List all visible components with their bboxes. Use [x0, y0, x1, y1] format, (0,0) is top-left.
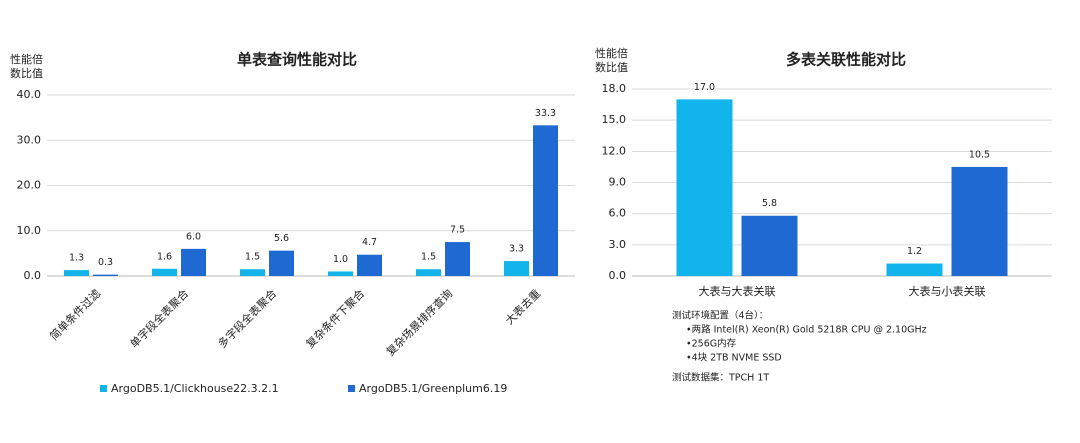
x-tick-label: 复杂条件下聚合 [303, 286, 367, 350]
legend-swatch [100, 385, 107, 392]
bar [240, 269, 265, 276]
x-tick-label: 大表与小表关联 [909, 284, 986, 298]
value-label: 17.0 [694, 82, 715, 93]
bar [93, 274, 118, 276]
bar [269, 250, 294, 276]
value-label: 1.6 [157, 251, 172, 262]
bar [741, 215, 798, 276]
value-label: 5.8 [762, 198, 777, 209]
x-tick-label: 简单条件过滤 [47, 286, 104, 343]
x-tick-label: 多字段全表聚合 [215, 286, 279, 350]
y-axis-label: 数比值 [595, 61, 628, 74]
note: •4块 2TB NVME SSD [686, 352, 782, 364]
legend-label: ArgoDB5.1/Clickhouse22.3.2.1 [111, 382, 279, 395]
y-axis-label: 性能倍 [10, 52, 43, 66]
value-label: 5.6 [274, 233, 289, 244]
y-tick-label: 0.0 [609, 269, 627, 282]
x-tick-label: 单字段全表聚合 [127, 286, 191, 350]
value-label: 1.5 [245, 252, 260, 263]
y-tick-label: 9.0 [609, 176, 627, 189]
value-label: 0.3 [98, 257, 113, 268]
value-label: 1.3 [69, 253, 84, 264]
legend-swatch [348, 385, 355, 392]
bar [152, 268, 177, 276]
value-label: 3.3 [509, 244, 524, 255]
value-label: 1.5 [421, 252, 436, 263]
y-axis-label: 性能倍 [595, 46, 628, 60]
y-tick-label: 0.0 [24, 269, 42, 282]
bar [676, 99, 733, 276]
x-tick-label: 复杂场景排序查询 [383, 286, 455, 358]
bar [64, 270, 89, 276]
bar [886, 263, 943, 276]
value-label: 33.3 [535, 108, 556, 119]
y-tick-label: 20.0 [17, 179, 42, 192]
chart-title: 多表关联性能对比 [786, 51, 906, 69]
value-label: 6.0 [186, 231, 201, 242]
bar [951, 166, 1008, 276]
value-label: 7.5 [450, 225, 465, 236]
bar [533, 125, 558, 276]
bar [181, 248, 206, 276]
y-axis-label: 数比值 [10, 67, 43, 80]
y-tick-label: 40.0 [17, 88, 42, 101]
note: •256G内存 [686, 338, 737, 350]
x-tick-label: 大表与大表关联 [699, 284, 776, 298]
y-tick-label: 18.0 [602, 82, 627, 95]
note: 测试环境配置（4台）： [672, 310, 768, 322]
x-tick-label: 大表去重 [502, 286, 543, 327]
value-label: 10.5 [969, 149, 990, 160]
y-tick-label: 30.0 [17, 133, 42, 146]
value-label: 1.0 [333, 254, 348, 265]
bar [445, 242, 470, 276]
y-tick-label: 12.0 [602, 144, 627, 157]
y-tick-label: 6.0 [609, 207, 627, 220]
y-tick-label: 10.0 [17, 224, 42, 237]
y-tick-label: 15.0 [602, 113, 627, 126]
bar [357, 254, 382, 276]
value-label: 4.7 [362, 237, 377, 248]
bar [416, 269, 441, 276]
y-tick-label: 3.0 [609, 238, 627, 251]
legend-label: ArgoDB5.1/Greenplum6.19 [359, 382, 507, 395]
value-label: 1.2 [907, 246, 922, 257]
note: •两路 Intel(R) Xeon(R) Gold 5218R CPU @ 2.… [686, 324, 927, 336]
chart-title: 单表查询性能对比 [237, 51, 357, 69]
bar [504, 261, 529, 276]
note: 测试数据集：TPCH 1T [672, 372, 769, 384]
bar [328, 271, 353, 276]
